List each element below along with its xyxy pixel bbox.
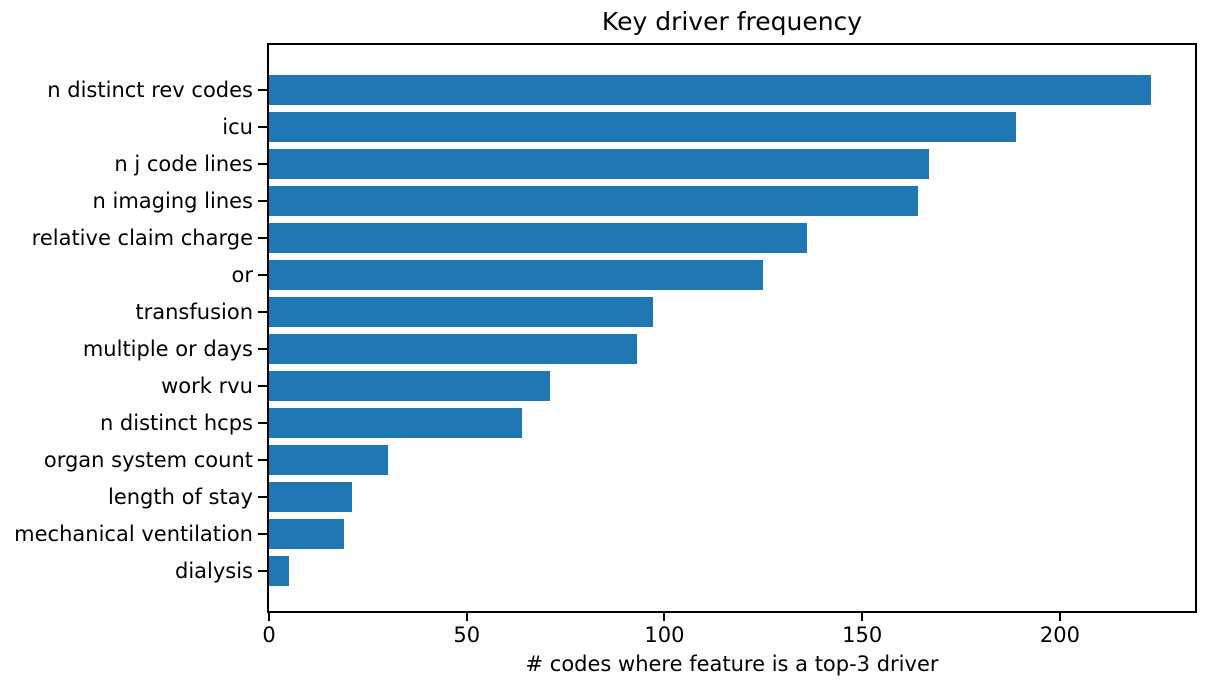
bar-row [269, 515, 1195, 552]
y-label-row: n distinct hcps [0, 404, 253, 441]
x-tick-label: 100 [644, 623, 685, 647]
bar-n-distinct-rev-codes [269, 74, 1151, 105]
x-tick-label: 200 [1039, 623, 1080, 647]
bar-relative-claim-charge [269, 222, 807, 253]
x-tick-label: 0 [262, 623, 276, 647]
chart-title: Key driver frequency [601, 7, 863, 36]
y-tick-label: icu [222, 114, 253, 139]
bar-n-j-code-lines [269, 148, 930, 179]
bar-n-imaging-lines [269, 185, 918, 216]
y-tick-label: n imaging lines [92, 188, 253, 213]
x-tick [861, 613, 864, 621]
bar-row [269, 182, 1195, 219]
y-label-row: n j code lines [0, 145, 253, 182]
bar-row [269, 367, 1195, 404]
y-tick-label: n distinct rev codes [47, 77, 253, 102]
x-tick [1058, 613, 1061, 621]
y-tick [258, 273, 267, 276]
bar-mechanical-ventilation [269, 518, 345, 549]
y-tick [258, 310, 267, 313]
x-tick-label: 150 [842, 623, 883, 647]
y-tick-label: transfusion [135, 299, 253, 324]
y-label-row: icu [0, 108, 253, 145]
y-tick-label: length of stay [107, 484, 253, 509]
bar-or [269, 259, 764, 290]
x-tick [268, 613, 270, 621]
bar-icu [269, 111, 1017, 142]
y-tick [258, 236, 267, 239]
bar-dialysis [269, 555, 289, 586]
y-label-row: or [0, 256, 253, 293]
bar-work-rvu [269, 370, 550, 401]
y-label-row: relative claim charge [0, 219, 253, 256]
y-axis-labels: n distinct rev codes icu n j code lines n i… [0, 45, 253, 663]
bar-multiple-or-days [269, 333, 637, 364]
y-tick-label: relative claim charge [31, 225, 253, 250]
y-tick [258, 347, 267, 350]
bar-row [269, 441, 1195, 478]
bar-row [269, 145, 1195, 182]
bar-row [269, 293, 1195, 330]
y-label-row: n imaging lines [0, 182, 253, 219]
y-tick [258, 569, 267, 572]
bars-container [269, 45, 1195, 611]
y-tick-label: or [231, 262, 253, 287]
bar-length-of-stay [269, 481, 353, 512]
y-label-row: work rvu [0, 367, 253, 404]
y-tick-label: mechanical ventilation [14, 521, 253, 546]
x-tick [663, 613, 666, 621]
y-tick-label: n distinct hcps [99, 410, 253, 435]
plot-area [258, 43, 1197, 613]
bar-row [269, 71, 1195, 108]
bar-row [269, 108, 1195, 145]
bar-n-distinct-hcps [269, 407, 523, 438]
y-tick-label: organ system count [43, 447, 253, 472]
bar-row [269, 219, 1195, 256]
bar-row [269, 330, 1195, 367]
bar-row [269, 552, 1195, 589]
y-tick-label: n j code lines [114, 151, 253, 176]
y-label-row: mechanical ventilation [0, 515, 253, 552]
y-label-row: transfusion [0, 293, 253, 330]
y-label-row: organ system count [0, 441, 253, 478]
x-tick-label: 50 [453, 623, 481, 647]
y-tick [258, 532, 267, 535]
y-label-row: dialysis [0, 552, 253, 589]
y-tick [258, 125, 267, 128]
y-label-row: length of stay [0, 478, 253, 515]
bar-row [269, 478, 1195, 515]
y-tick [258, 88, 267, 91]
bar-row [269, 404, 1195, 441]
y-tick [258, 458, 267, 461]
y-tick [258, 199, 267, 202]
bar-organ-system-count [269, 444, 388, 475]
y-tick [258, 421, 267, 424]
y-tick [258, 162, 267, 165]
y-tick [258, 384, 267, 387]
x-axis-label: # codes where feature is a top-3 driver [525, 652, 939, 676]
y-tick-label: work rvu [161, 373, 253, 398]
x-tick [465, 613, 468, 621]
y-label-row: n distinct rev codes [0, 71, 253, 108]
bar-row [269, 256, 1195, 293]
y-tick-label: dialysis [174, 558, 253, 583]
y-label-row: multiple or days [0, 330, 253, 367]
bar-transfusion [269, 296, 653, 327]
y-tick-label: multiple or days [82, 336, 253, 361]
y-tick [258, 495, 267, 498]
